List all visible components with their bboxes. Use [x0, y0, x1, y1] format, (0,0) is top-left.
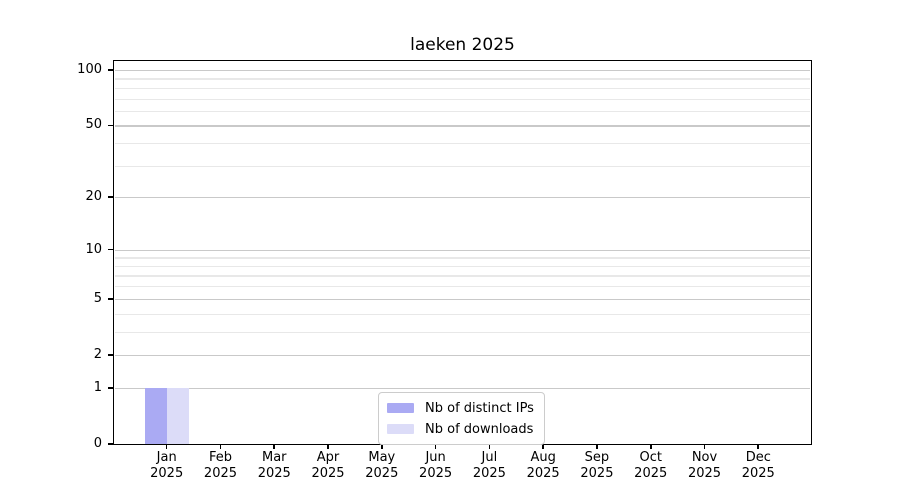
- x-tick-label-line: 2025: [203, 466, 238, 481]
- minor-gridline: [115, 87, 810, 90]
- x-tick-mark: [757, 444, 760, 449]
- x-tick-mark: [273, 444, 276, 449]
- y-tick-label: 20: [85, 189, 102, 205]
- x-tick-label: Aug 2025: [515, 450, 571, 482]
- minor-gridline: [115, 331, 810, 333]
- x-tick-mark: [649, 444, 652, 449]
- major-gridline: [115, 354, 810, 357]
- x-tick-label-line: Dec: [745, 450, 771, 465]
- major-gridline: [115, 197, 810, 199]
- x-tick-label: Jul 2025: [461, 450, 517, 482]
- x-tick-label-line: Nov: [691, 450, 718, 465]
- x-tick-label: Jan 2025: [139, 450, 195, 482]
- x-tick-label: May 2025: [354, 450, 410, 482]
- y-tick-label: 1: [93, 379, 102, 395]
- x-tick-mark: [381, 444, 383, 449]
- x-tick-label: Dec 2025: [730, 450, 786, 482]
- x-tick-label-line: May: [368, 450, 396, 465]
- x-tick-label-line: 2025: [311, 466, 345, 481]
- x-tick-label: Feb 2025: [192, 450, 248, 482]
- x-tick-mark: [596, 444, 598, 449]
- x-tick-mark: [327, 444, 329, 449]
- x-tick-mark: [219, 444, 222, 449]
- x-tick-label-line: Sep: [584, 450, 610, 465]
- x-tick-mark: [703, 444, 706, 449]
- y-tick-label: 0: [93, 436, 102, 451]
- legend-label: Nb of distinct IPs: [425, 400, 534, 416]
- x-tick-label-line: Jul: [481, 450, 498, 465]
- x-tick-label: Mar 2025: [246, 450, 302, 482]
- minor-gridline: [115, 78, 810, 80]
- major-gridline: [115, 387, 810, 390]
- x-tick-label-line: Jun: [425, 450, 446, 465]
- minor-gridline: [115, 110, 810, 113]
- x-tick-label: Apr 2025: [300, 450, 356, 482]
- y-tick-mark: [108, 124, 114, 127]
- y-tick-mark: [108, 297, 114, 300]
- x-tick-label: Jun 2025: [408, 450, 464, 482]
- major-gridline: [115, 70, 810, 72]
- minor-gridline: [115, 265, 810, 268]
- x-tick-mark: [434, 444, 437, 449]
- bar-nb-of-downloads: [166, 387, 189, 444]
- legend-swatch: [387, 424, 414, 434]
- x-tick-label-line: Feb: [208, 450, 232, 465]
- minor-gridline: [115, 143, 810, 145]
- legend-item: Nb of distinct IPs: [387, 399, 534, 417]
- x-tick-label: Nov 2025: [677, 450, 733, 482]
- y-tick-label: 50: [85, 117, 102, 133]
- y-tick-mark: [108, 387, 114, 389]
- x-tick-label-line: Apr: [316, 450, 340, 465]
- y-tick-mark: [108, 354, 114, 356]
- minor-gridline: [115, 275, 810, 277]
- y-tick-label: 100: [77, 62, 102, 77]
- minor-gridline: [115, 257, 810, 259]
- y-tick-label: 5: [93, 290, 102, 306]
- x-tick-label: Oct 2025: [623, 450, 679, 482]
- x-tick-label-line: 2025: [580, 466, 614, 481]
- minor-gridline: [115, 165, 810, 167]
- x-tick-label-line: 2025: [257, 466, 291, 481]
- x-tick-label-line: 2025: [687, 466, 722, 481]
- x-tick-mark: [542, 444, 544, 449]
- x-tick-label-line: Aug: [530, 450, 556, 465]
- x-tick-label-line: Oct: [639, 450, 662, 465]
- y-tick-mark: [108, 443, 114, 445]
- major-gridline: [115, 249, 810, 251]
- major-gridline: [115, 298, 810, 300]
- minor-gridline: [115, 98, 810, 100]
- x-tick-label-line: 2025: [419, 466, 453, 481]
- minor-gridline: [115, 286, 810, 288]
- x-tick-label-line: 2025: [526, 466, 560, 481]
- chart-title: laeken 2025: [410, 35, 515, 55]
- legend: Nb of distinct IPs Nb of downloads: [378, 392, 545, 445]
- x-tick-label-line: 2025: [634, 466, 668, 481]
- major-gridline: [115, 125, 810, 127]
- x-tick-label-line: Mar: [261, 450, 287, 465]
- legend-label: Nb of downloads: [425, 421, 534, 437]
- x-tick-label-line: 2025: [150, 466, 184, 481]
- legend-swatch: [387, 403, 414, 413]
- x-tick-mark: [488, 444, 491, 449]
- y-tick-mark: [108, 248, 114, 251]
- legend-item: Nb of downloads: [387, 420, 534, 438]
- x-tick-label-line: 2025: [741, 466, 775, 481]
- bar-nb-of-distinct-ips: [144, 387, 167, 444]
- x-tick-label: Sep 2025: [569, 450, 625, 482]
- x-tick-label-line: Jan: [156, 450, 177, 465]
- y-tick-mark: [108, 69, 114, 71]
- x-tick-label-line: 2025: [365, 466, 399, 481]
- x-tick-mark: [165, 444, 168, 449]
- y-tick-label: 2: [93, 346, 102, 362]
- minor-gridline: [115, 313, 810, 315]
- x-tick-label-line: 2025: [472, 466, 506, 481]
- y-tick-mark: [108, 196, 114, 199]
- y-tick-label: 10: [85, 241, 102, 257]
